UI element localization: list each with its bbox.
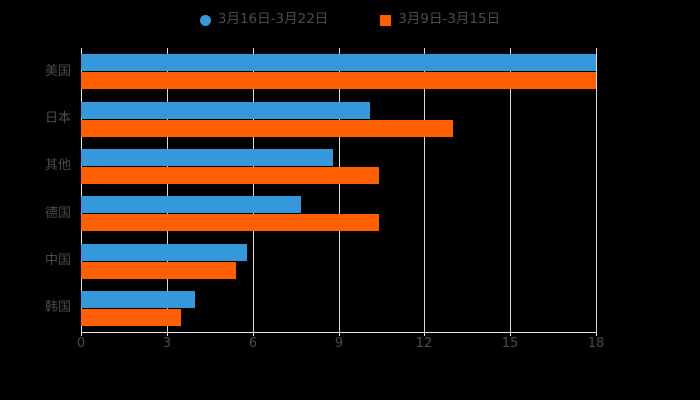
bar-series-2[interactable] bbox=[81, 308, 181, 326]
legend-circle-marker-icon bbox=[199, 14, 211, 26]
x-axis-tick-mark bbox=[253, 332, 254, 336]
x-axis-tick-label: 15 bbox=[501, 336, 519, 351]
bar-series-2[interactable] bbox=[81, 166, 379, 184]
x-axis-tick-label: 18 bbox=[587, 336, 605, 351]
bar-series-2[interactable] bbox=[81, 214, 379, 232]
gridline bbox=[424, 48, 425, 332]
legend-item-series-1[interactable]: 3月16日-3月22日 bbox=[199, 11, 329, 28]
y-axis-category-label: 德国 bbox=[44, 205, 71, 221]
legend-label-series-2: 3月9日-3月15日 bbox=[398, 11, 501, 28]
bar-series-1[interactable] bbox=[81, 290, 195, 308]
x-axis-tick-mark bbox=[167, 332, 168, 336]
y-axis-category-label: 中国 bbox=[44, 253, 71, 268]
y-axis-category-label: 美国 bbox=[44, 63, 71, 79]
gridline bbox=[253, 48, 254, 332]
x-axis-tick-label: 9 bbox=[334, 336, 344, 351]
y-axis-labels: 美国日本其他德国中国韩国 bbox=[0, 48, 71, 332]
bar-series-1[interactable] bbox=[81, 101, 370, 119]
legend-square-marker-icon bbox=[380, 14, 392, 26]
x-axis-labels: 0 3 6 9 12 15 18 bbox=[0, 336, 700, 358]
legend-item-series-2[interactable]: 3月9日-3月15日 bbox=[380, 13, 500, 27]
bar-series-2[interactable] bbox=[81, 72, 596, 90]
plot-area bbox=[81, 48, 597, 332]
x-axis-tick-mark bbox=[596, 332, 597, 336]
gridline bbox=[510, 48, 511, 332]
legend-label-series-1: 3月16日-3月22日 bbox=[217, 11, 329, 28]
y-axis-category-label: 日本 bbox=[44, 111, 71, 126]
y-axis-category-label: 韩国 bbox=[44, 300, 71, 316]
x-axis-tick-label: 0 bbox=[76, 336, 86, 351]
gridline bbox=[596, 48, 597, 332]
y-axis-category-label: 其他 bbox=[44, 158, 71, 174]
bar-series-1[interactable] bbox=[81, 196, 301, 214]
x-axis-tick-label: 3 bbox=[162, 336, 172, 351]
x-axis-tick-mark bbox=[339, 332, 340, 336]
bar-series-2[interactable] bbox=[81, 119, 453, 137]
x-axis-tick-mark bbox=[510, 332, 511, 336]
gridline bbox=[339, 48, 340, 332]
x-axis-tick-mark bbox=[424, 332, 425, 336]
x-axis-tick-label: 6 bbox=[248, 336, 258, 351]
bar-series-1[interactable] bbox=[81, 243, 247, 261]
bar-series-1[interactable] bbox=[81, 54, 596, 72]
x-axis-tick-label: 12 bbox=[415, 336, 433, 351]
bar-series-2[interactable] bbox=[81, 261, 236, 279]
x-axis-tick-mark bbox=[81, 332, 82, 336]
gridline bbox=[167, 48, 168, 332]
chart-legend: 3月16日-3月22日 3月9日-3月15日 bbox=[0, 8, 700, 32]
gridline bbox=[81, 48, 82, 332]
bar-series-1[interactable] bbox=[81, 148, 333, 166]
